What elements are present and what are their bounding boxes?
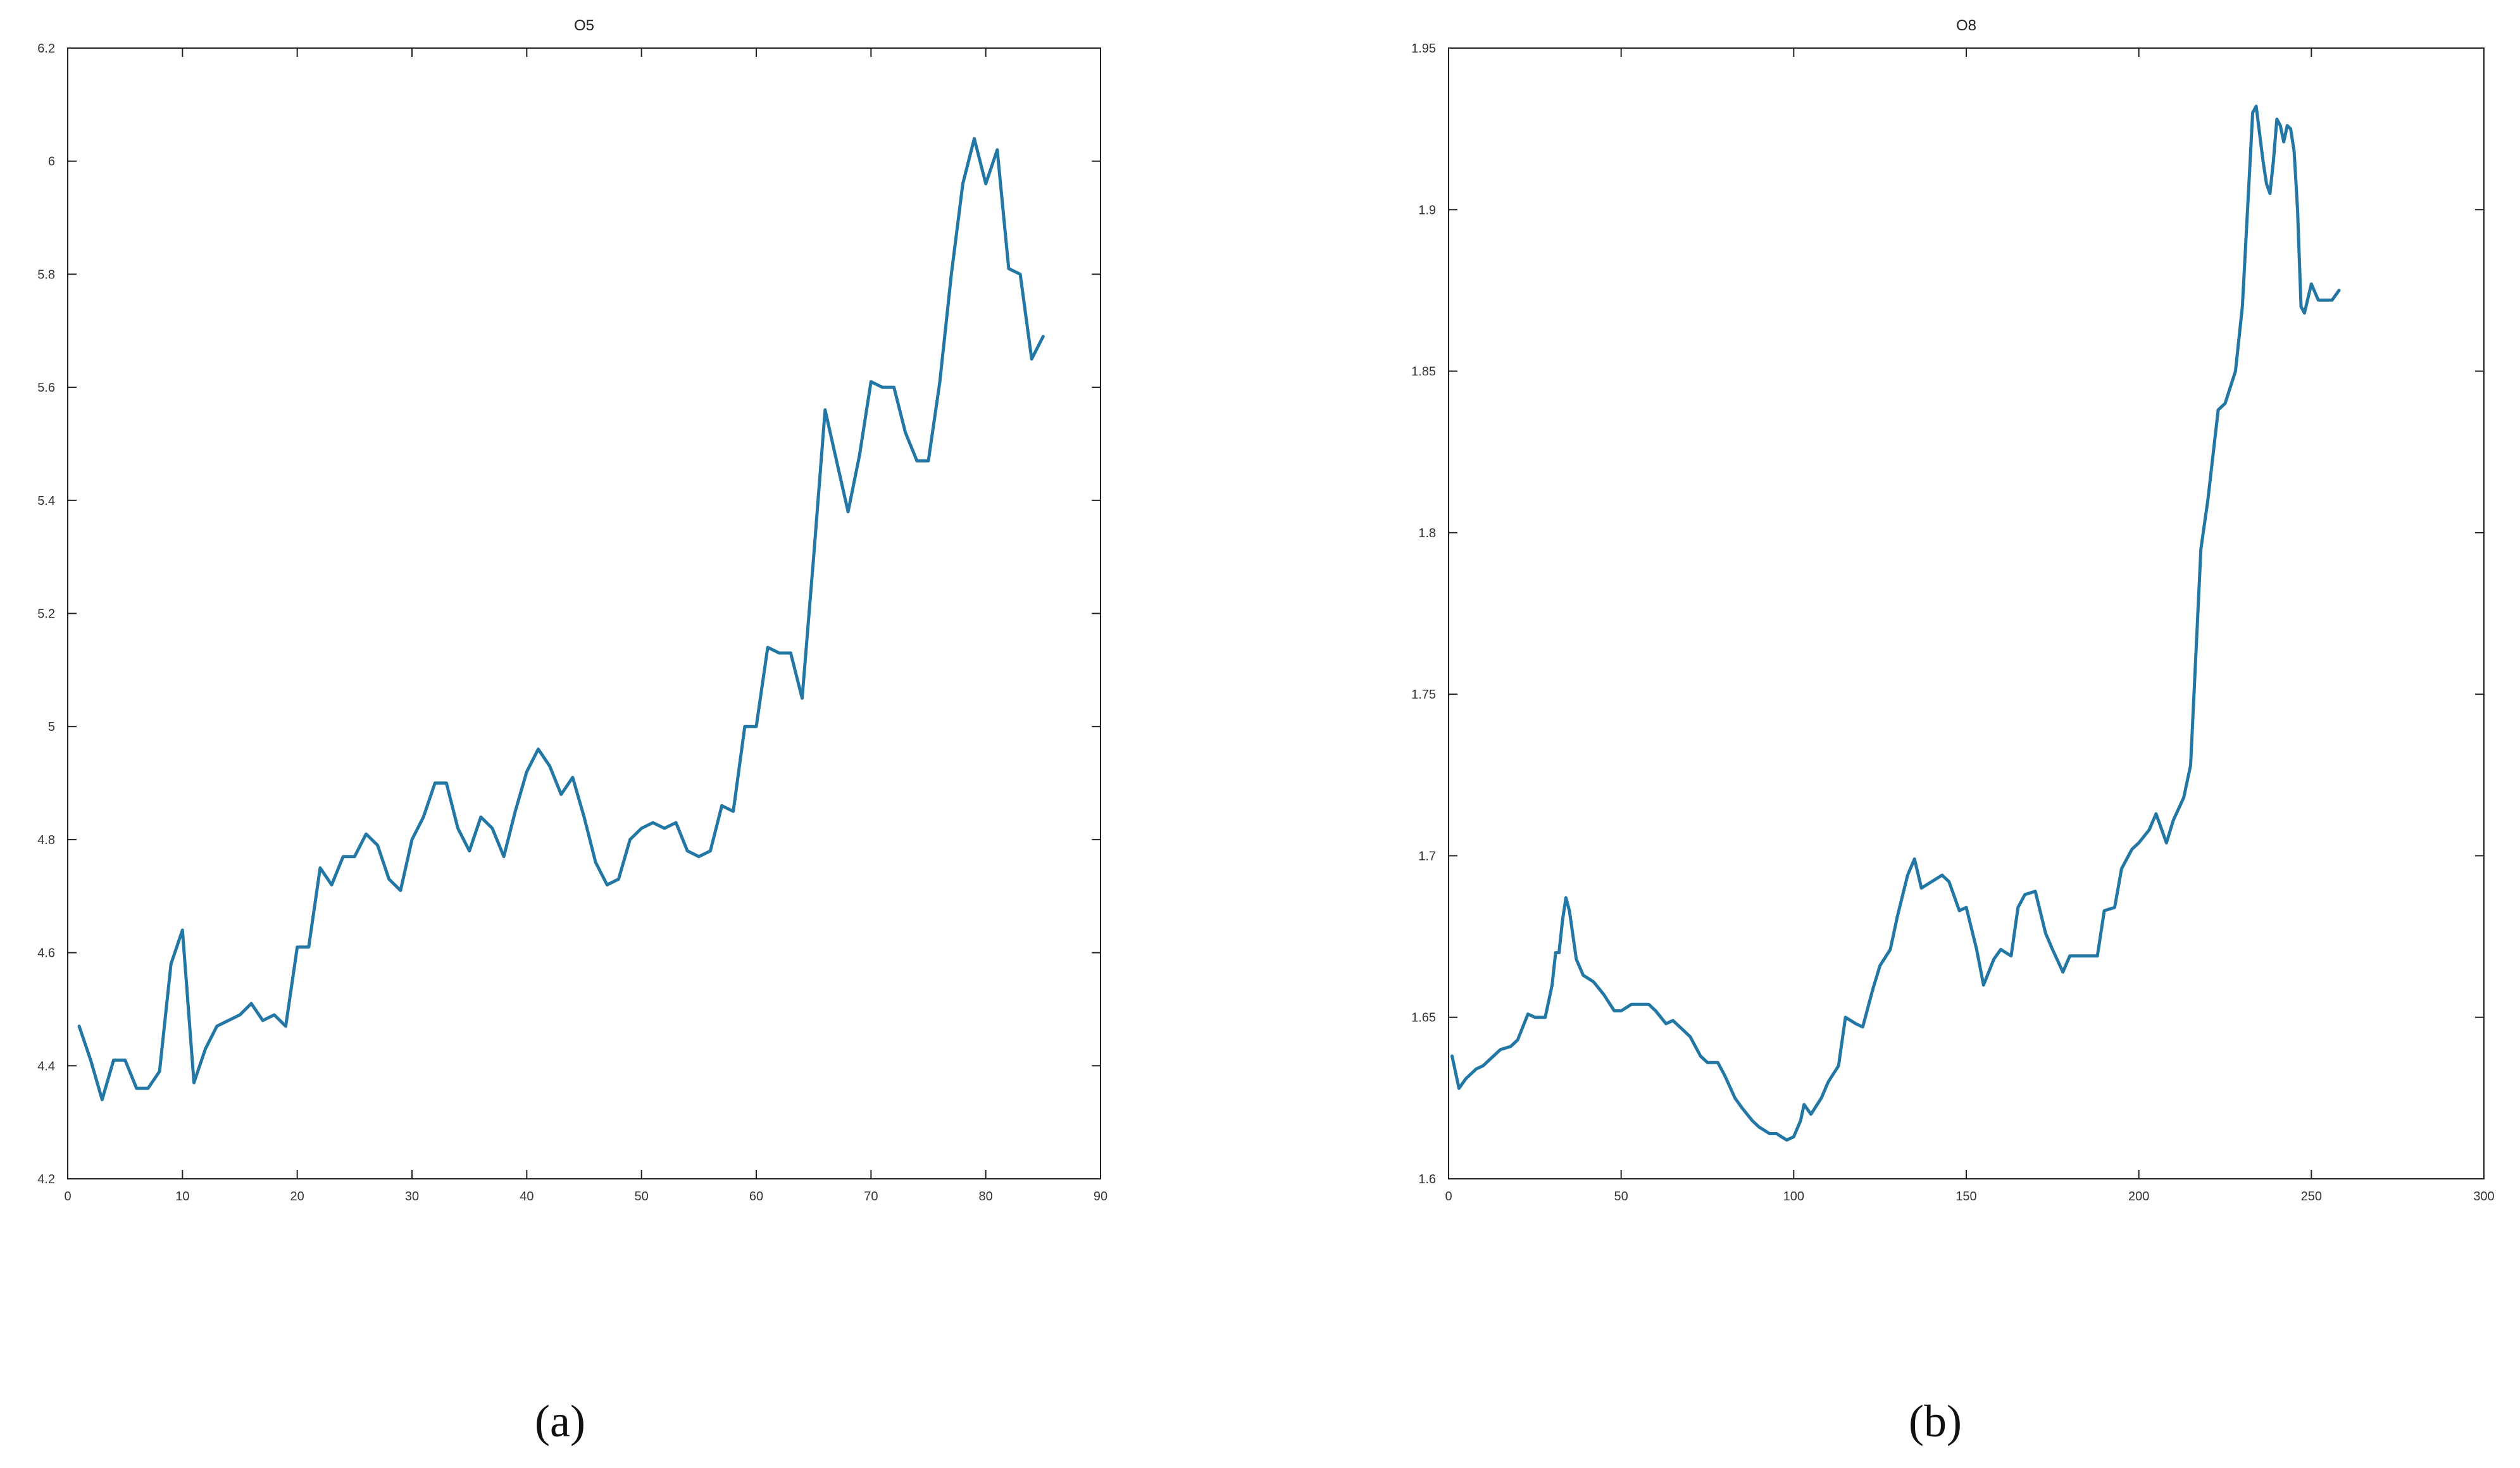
x-tick-label: 50 bbox=[635, 1190, 649, 1204]
y-tick-label: 1.95 bbox=[1411, 42, 1436, 56]
y-tick-label: 5 bbox=[48, 720, 55, 734]
y-tick-label: 5.2 bbox=[37, 607, 55, 621]
y-tick-label: 4.4 bbox=[37, 1059, 55, 1073]
x-tick-label: 0 bbox=[1445, 1190, 1452, 1204]
caption-a: (a) bbox=[535, 1396, 585, 1446]
y-tick-label: 6 bbox=[48, 155, 55, 169]
x-tick-label: 60 bbox=[749, 1190, 763, 1204]
y-tick-label: 4.6 bbox=[37, 947, 55, 961]
chart-b-x-axis: 0 50 100 150 200 250 300 bbox=[1445, 48, 2495, 1204]
x-tick-label: 80 bbox=[979, 1190, 993, 1204]
y-tick-label: 1.85 bbox=[1411, 365, 1436, 379]
chart-a-series bbox=[77, 137, 1045, 1102]
chart-b-plot-area bbox=[1448, 47, 2485, 1179]
chart-b-y-axis: 1.6 1.65 1.7 1.75 1.8 1.85 1.9 1.95 bbox=[1411, 42, 2484, 1186]
x-tick-label: 90 bbox=[1094, 1190, 1107, 1204]
x-tick-label: 20 bbox=[290, 1190, 304, 1204]
chart-a-x-axis: 0 10 20 30 40 50 60 70 80 90 bbox=[64, 48, 1107, 1204]
x-tick-label: 250 bbox=[2301, 1190, 2322, 1204]
x-tick-label: 0 bbox=[64, 1190, 71, 1204]
x-tick-label: 200 bbox=[2128, 1190, 2149, 1204]
y-tick-label: 5.8 bbox=[37, 268, 55, 282]
chart-b: O8 1.6 1.65 1.7 1.75 1.8 1.85 1.9 1.95 0 50 100 15… bbox=[1411, 17, 2495, 1204]
series-line bbox=[1450, 104, 2341, 1142]
y-tick-label: 6.2 bbox=[37, 42, 55, 56]
chart-a: O5 4.2 4.4 4.6 4.8 5 5.2 5.4 5.6 5.8 6 6.2 0 10 20 30… bbox=[37, 17, 1107, 1204]
x-tick-label: 150 bbox=[1955, 1190, 1976, 1204]
y-tick-label: 1.75 bbox=[1411, 688, 1436, 702]
y-tick-label: 1.65 bbox=[1411, 1011, 1436, 1025]
y-tick-label: 4.2 bbox=[37, 1173, 55, 1186]
chart-a-y-axis: 4.2 4.4 4.6 4.8 5 5.2 5.4 5.6 5.8 6 6.2 bbox=[37, 42, 1101, 1186]
series-line bbox=[77, 137, 1045, 1102]
y-tick-label: 4.8 bbox=[37, 833, 55, 847]
x-tick-label: 70 bbox=[864, 1190, 878, 1204]
chart-b-title: O8 bbox=[1956, 17, 1976, 34]
y-tick-label: 1.8 bbox=[1418, 526, 1436, 540]
y-tick-label: 5.4 bbox=[37, 494, 55, 508]
chart-a-title: O5 bbox=[574, 17, 594, 34]
x-tick-label: 100 bbox=[1783, 1190, 1804, 1204]
x-tick-label: 40 bbox=[520, 1190, 533, 1204]
caption-b: (b) bbox=[1909, 1396, 1962, 1446]
x-tick-label: 300 bbox=[2473, 1190, 2494, 1204]
y-tick-label: 1.7 bbox=[1418, 849, 1436, 863]
chart-b-series bbox=[1450, 104, 2341, 1142]
y-tick-label: 1.6 bbox=[1418, 1173, 1436, 1186]
x-tick-label: 50 bbox=[1614, 1190, 1628, 1204]
x-tick-label: 30 bbox=[405, 1190, 419, 1204]
chart-a-plot-area bbox=[67, 47, 1101, 1179]
x-tick-label: 10 bbox=[175, 1190, 189, 1204]
y-tick-label: 1.9 bbox=[1418, 203, 1436, 217]
y-tick-label: 5.6 bbox=[37, 381, 55, 395]
